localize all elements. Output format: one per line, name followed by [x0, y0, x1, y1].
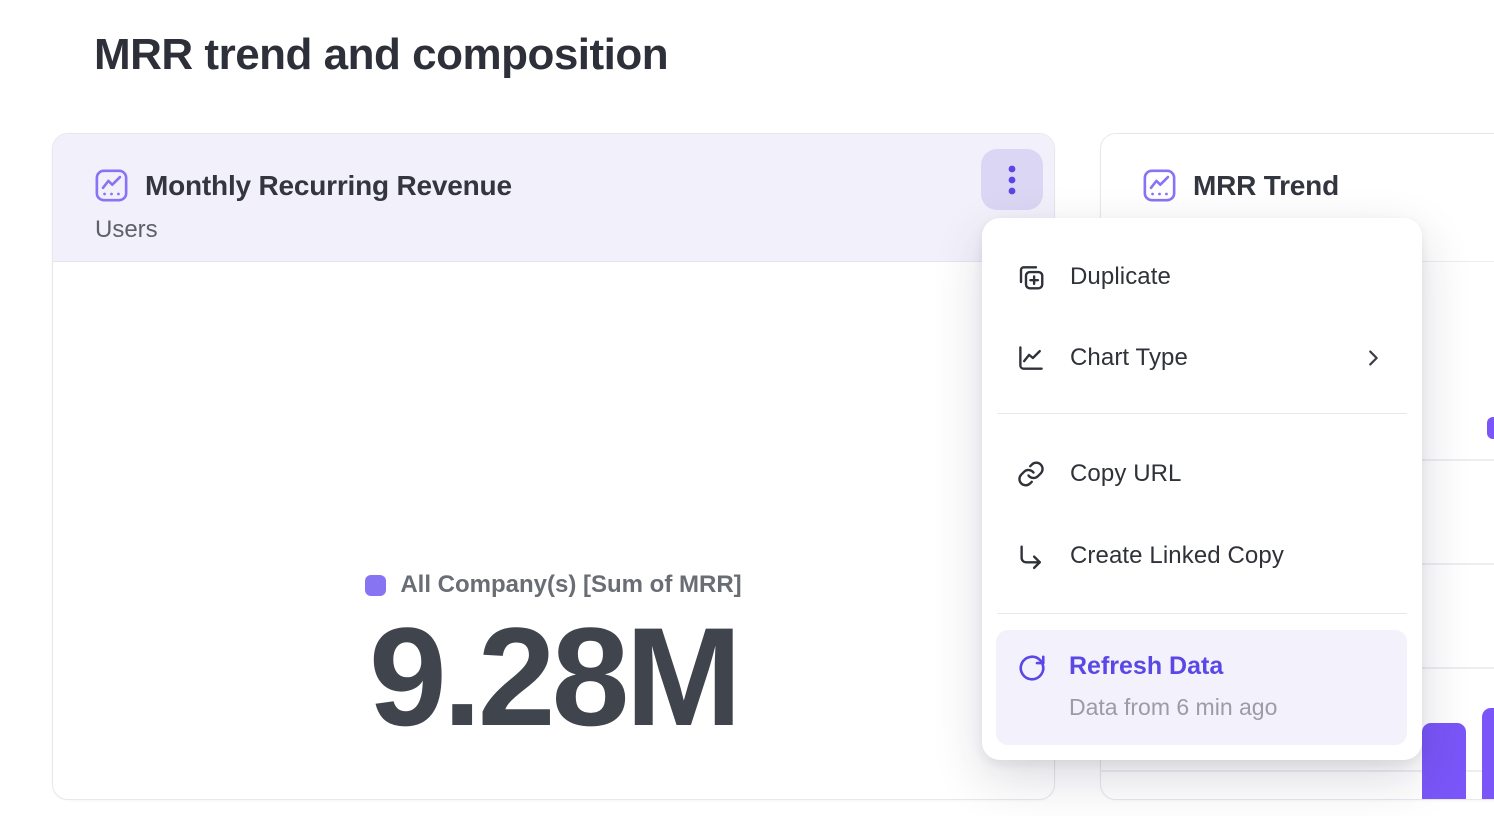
- refresh-label: Refresh Data: [1069, 652, 1224, 680]
- card-menu-button[interactable]: [981, 149, 1043, 210]
- menu-divider: [997, 413, 1407, 414]
- menu-item-label: Copy URL: [1070, 460, 1182, 487]
- menu-item-copy-url[interactable]: Copy URL: [982, 446, 1422, 502]
- menu-item-label: Duplicate: [1070, 263, 1171, 290]
- menu-item-refresh-data[interactable]: Refresh Data Data from 6 min ago: [996, 630, 1407, 745]
- chart-card-icon: [93, 167, 130, 204]
- card-title: Monthly Recurring Revenue: [145, 170, 512, 201]
- card-context-menu: Duplicate Chart Type: [982, 218, 1422, 760]
- duplicate-icon: [1016, 262, 1046, 292]
- bar-january[interactable]: [1482, 708, 1494, 799]
- menu-item-create-linked-copy[interactable]: Create Linked Copy: [982, 528, 1422, 584]
- refresh-sublabel: Data from 6 min ago: [1069, 694, 1278, 720]
- chevron-right-icon: [1362, 347, 1384, 369]
- card-header: Monthly Recurring Revenue Users: [53, 134, 1054, 262]
- menu-item-label: Create Linked Copy: [1070, 542, 1284, 569]
- chart-type-icon: [1016, 343, 1046, 373]
- menu-divider: [997, 613, 1407, 614]
- menu-item-chart-type[interactable]: Chart Type: [982, 330, 1422, 386]
- menu-item-label: Chart Type: [1070, 344, 1188, 371]
- refresh-icon: [1017, 653, 1047, 683]
- legend-label: All Company(s) [Sum of MRR]: [400, 571, 742, 598]
- card-title: MRR Trend: [1193, 170, 1339, 201]
- bar-october[interactable]: [1422, 723, 1466, 799]
- kebab-icon: [1008, 165, 1016, 194]
- menu-item-duplicate[interactable]: Duplicate: [982, 249, 1422, 305]
- gridline: [1101, 770, 1494, 772]
- card-subtitle: Users: [95, 216, 158, 243]
- legend-swatch: [1487, 417, 1494, 439]
- kpi-legend: All Company(s) [Sum of MRR]: [53, 571, 1054, 599]
- legend-swatch: [365, 574, 387, 596]
- page-title: MRR trend and composition: [94, 30, 669, 79]
- monthly-recurring-revenue-card: Monthly Recurring Revenue Users All Comp…: [52, 133, 1055, 800]
- kpi-body: All Company(s) [Sum of MRR] 9.28M: [53, 263, 1054, 799]
- corner-down-right-icon: [1016, 541, 1046, 571]
- chart-card-icon: [1141, 167, 1178, 204]
- link-icon: [1016, 459, 1046, 489]
- kpi-value: 9.28M: [368, 598, 742, 755]
